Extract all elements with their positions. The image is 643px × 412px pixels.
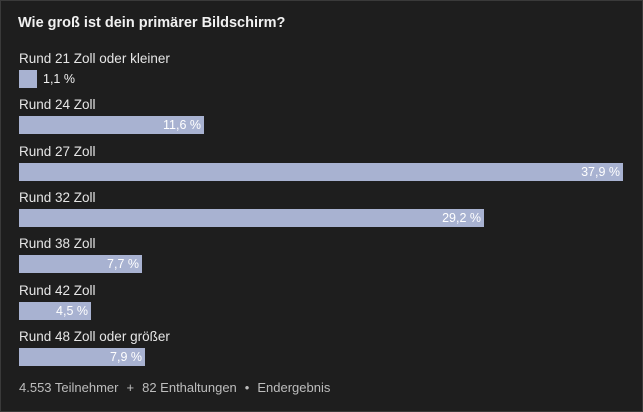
poll-option: Rund 24 Zoll 11,6 % [19, 97, 623, 141]
result-bar [19, 116, 204, 134]
poll-title: Wie groß ist dein primärer Bildschirm? [18, 15, 286, 31]
result-percent: 4,5 % [56, 304, 88, 318]
abstention-count: 82 Enthaltungen [142, 380, 237, 395]
result-bar [19, 302, 91, 320]
result-percent: 11,6 % [163, 118, 201, 132]
result-bar [19, 70, 37, 88]
result-percent: 37,9 % [581, 165, 620, 179]
result-percent: 1,1 % [43, 72, 75, 86]
option-label: Rund 42 Zoll [19, 283, 96, 298]
option-label: Rund 24 Zoll [19, 97, 96, 112]
result-percent: 7,9 % [110, 350, 142, 364]
poll-option: Rund 48 Zoll oder größer 7,9 % [19, 329, 623, 373]
footer-separator: + [126, 380, 135, 395]
poll-footer: 4.553 Teilnehmer +82 Enthaltungen • Enderge… [19, 380, 330, 395]
option-label: Rund 32 Zoll [19, 190, 96, 205]
poll-option: Rund 38 Zoll 7,7 % [19, 236, 623, 280]
result-bar [19, 209, 484, 227]
option-label: Rund 48 Zoll oder größer [19, 329, 170, 344]
option-label: Rund 27 Zoll [19, 144, 96, 159]
participant-count: 4.553 Teilnehmer [19, 380, 119, 395]
result-bar [19, 348, 145, 366]
option-label: Rund 38 Zoll [19, 236, 96, 251]
poll-status: Endergebnis [257, 380, 331, 395]
result-percent: 7,7 % [107, 257, 139, 271]
poll-option: Rund 27 Zoll 37,9 % [19, 144, 623, 188]
result-bar [19, 255, 142, 273]
footer-separator: • [244, 380, 250, 395]
option-label: Rund 21 Zoll oder kleiner [19, 51, 170, 66]
poll-option: Rund 21 Zoll oder kleiner 1,1 % [19, 51, 623, 95]
poll-option: Rund 42 Zoll 4,5 % [19, 283, 623, 327]
result-percent: 29,2 % [442, 211, 481, 225]
result-bar [19, 163, 623, 181]
poll-option: Rund 32 Zoll 29,2 % [19, 190, 623, 234]
